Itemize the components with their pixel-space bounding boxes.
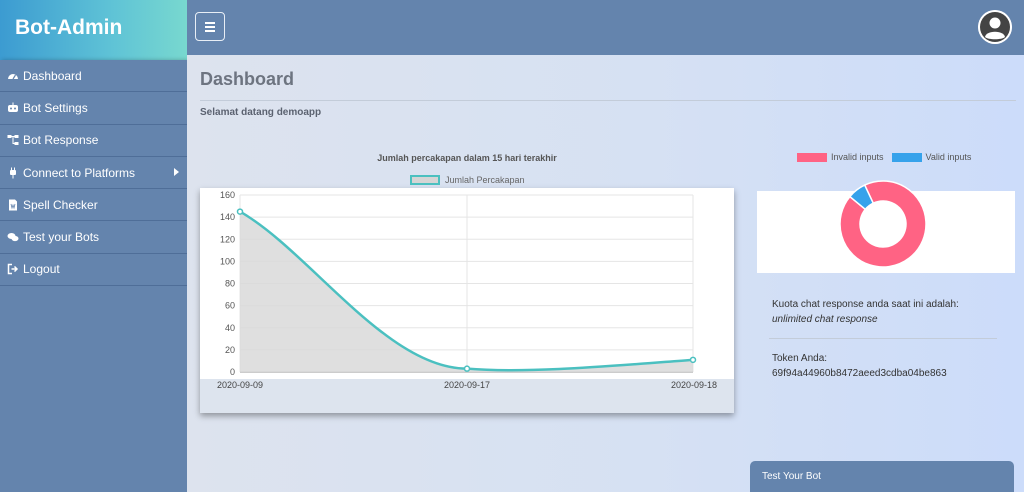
data-point [689,356,697,364]
divider [769,338,997,339]
chart-title: Jumlah percakapan dalam 15 hari terakhir [377,153,557,163]
series-area [240,211,693,372]
legend-item-valid[interactable]: Valid inputs [891,152,972,162]
sidebar-item-logout[interactable]: Logout [0,254,187,287]
y-tick-label: 100 [220,256,235,266]
quota-value: unlimited chat response [772,314,878,325]
welcome-text: Selamat datang demoapp [200,107,322,118]
donut-slice-invalid [839,180,927,268]
user-avatar[interactable] [978,10,1012,44]
topbar [187,0,1024,55]
sidebar-item-label: Bot Settings [23,100,88,115]
sidebar-item-bot-settings[interactable]: Bot Settings [0,92,187,125]
document-icon [9,199,17,211]
robot-icon [8,102,18,112]
legend-swatch [410,175,440,185]
legend-label: Valid inputs [925,152,972,162]
y-tick-label: 20 [225,345,235,355]
dashboard-icon [8,73,18,79]
page-title: Dashboard [200,69,295,89]
quota-label: Kuota chat response anda saat ini adalah… [772,299,959,310]
legend-swatch [797,152,827,162]
chart-legend[interactable]: Jumlah Percakapan [410,175,525,185]
legend-label: Jumlah Percakapan [445,175,525,185]
user-icon [978,10,1012,44]
sidebar-item-label: Test your Bots [23,230,100,245]
sidebar-item-test-bots[interactable]: Test your Bots [0,221,187,254]
sidebar-item-label: Logout [23,262,60,277]
y-tick-label: 120 [220,234,235,244]
sidebar-item-label: Connect to Platforms [23,165,136,180]
main-content: Dashboard Selamat datang demoapp Jumlah … [187,55,1024,492]
chevron-right-icon [174,167,179,176]
sidebar-item-label: Spell Checker [23,197,98,212]
legend-item-invalid[interactable]: Invalid inputs [797,152,884,162]
hamburger-icon [205,21,215,24]
sidebar-item-label: Bot Response [23,133,99,148]
y-tick-label: 80 [225,279,235,289]
donut-legend: Invalid inputs Valid inputs [797,152,971,162]
sidebar-item-spell-checker[interactable]: Spell Checker [0,189,187,222]
logout-icon [7,264,19,275]
input-chart-card: Invalid inputs Valid inputs [757,147,1015,273]
data-point [236,208,244,215]
x-tick-label: 2020-09-18 [671,380,717,390]
y-tick-label: 160 [220,190,235,200]
divider [200,100,1016,101]
donut-slice-valid [848,184,875,211]
sidebar-toggle-button[interactable] [195,12,225,41]
donut-chart[interactable] [757,167,1015,273]
brand-title[interactable]: Bot-Admin [0,0,187,60]
x-tick-label: 2020-09-17 [444,380,490,390]
token-value: 69f94a44960b8472aeed3cdba04be863 [772,368,947,379]
token-label: Token Anda: [772,353,828,364]
y-tick-label: 0 [230,367,235,377]
conversation-chart-card: Jumlah percakapan dalam 15 hari terakhir… [200,145,734,413]
y-tick-label: 140 [220,212,235,222]
plug-icon [10,167,16,179]
line-chart[interactable]: 0 20 40 60 80 100 120 140 160 2020-09-09 2020-09-1… [200,188,734,413]
y-tick-label: 40 [225,323,235,333]
sidebar: Dashboard Bot Settings Bot Response Conn… [0,60,187,492]
x-tick-label: 2020-09-09 [217,380,263,390]
sidebar-item-bot-response[interactable]: Bot Response [0,125,187,157]
chat-icon [7,233,19,242]
sitemap-icon [7,135,19,146]
sidebar-item-connect-platforms[interactable]: Connect to Platforms [0,157,187,190]
sidebar-item-label: Dashboard [23,68,82,83]
legend-label: Invalid inputs [831,152,884,162]
data-point [463,365,471,372]
sidebar-item-dashboard[interactable]: Dashboard [0,60,187,93]
test-bot-panel-header[interactable]: Test Your Bot [750,461,1014,492]
legend-swatch [891,152,922,162]
y-tick-label: 60 [225,301,235,311]
